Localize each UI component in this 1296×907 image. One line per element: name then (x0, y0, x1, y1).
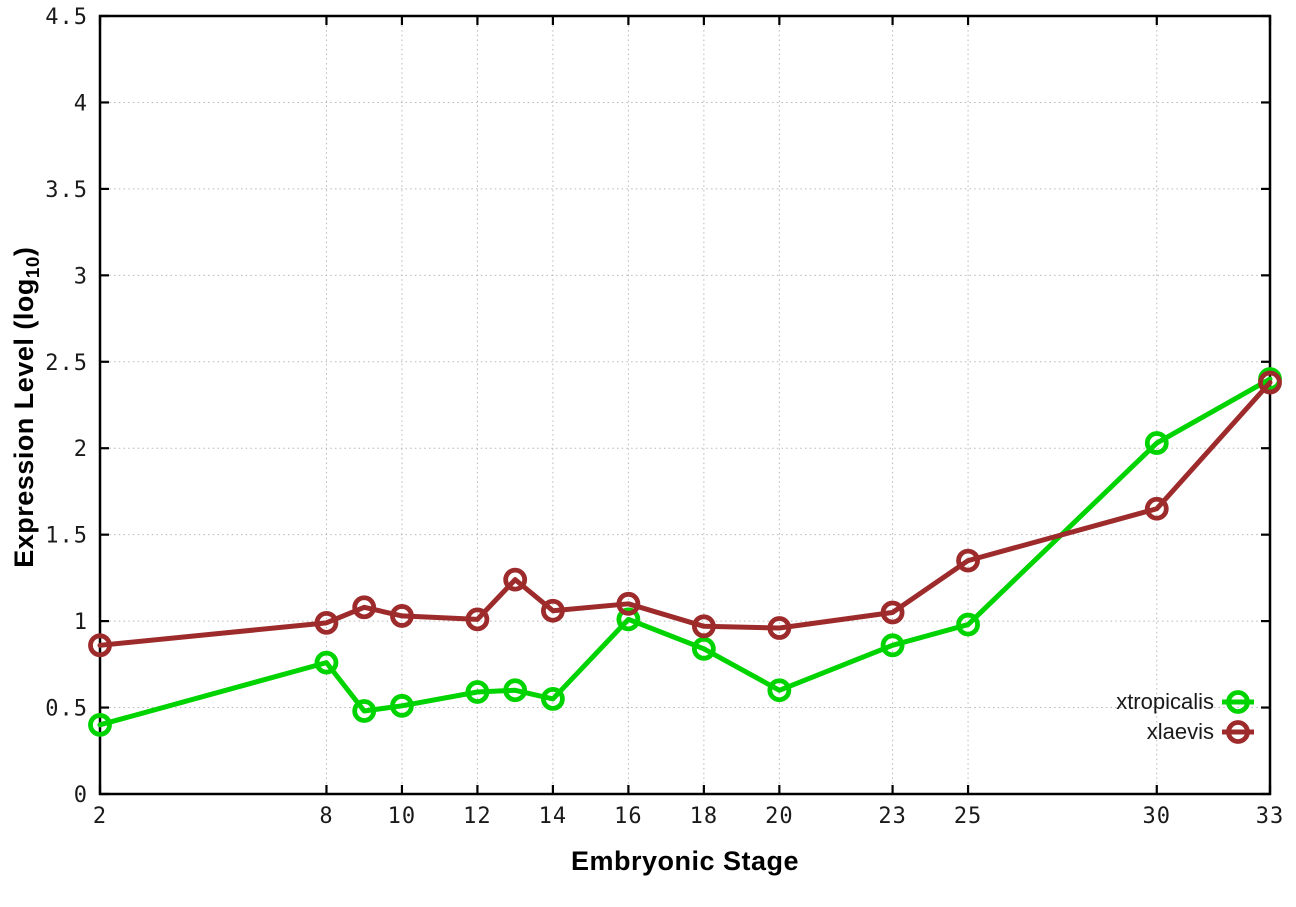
data-point-xlaevis (503, 567, 528, 592)
legend-marker (1226, 690, 1250, 714)
data-point-xtropicalis (767, 678, 792, 703)
y-tick-label: 1 (74, 610, 88, 635)
y-tick-label: 1.5 (45, 524, 88, 549)
legend-label: xtropicalis (1116, 689, 1214, 714)
legend-label: xlaevis (1147, 719, 1214, 744)
y-tick-label: 3.5 (45, 178, 88, 203)
data-point-xlaevis (314, 610, 339, 635)
x-tick-label: 33 (1256, 804, 1285, 829)
series-xlaevis (88, 370, 1282, 658)
data-point-xlaevis (1258, 370, 1282, 395)
plot-border (98, 14, 1272, 796)
data-point-xtropicalis (541, 687, 565, 711)
data-point-xtropicalis (616, 607, 641, 632)
y-axis-title-text: Expression Level (log (8, 278, 39, 568)
data-point-xlaevis (541, 598, 565, 623)
y-tick-label: 3 (74, 264, 88, 289)
legend-entry-xtropicalis: xtropicalis (1116, 689, 1254, 714)
data-point-xlaevis (352, 595, 377, 620)
y-axis-title-close: ) (8, 246, 39, 257)
data-point-xlaevis (956, 548, 980, 573)
data-point-xlaevis (390, 604, 414, 628)
y-tick-labels: 0 0.5 1 1.5 2 2.5 3 3.5 4 4.5 (45, 5, 88, 808)
data-point-xtropicalis (465, 680, 490, 704)
y-tick-label: 2.5 (45, 351, 88, 376)
y-tick-label: 4.5 (45, 5, 88, 30)
y-tick-label: 0 (74, 783, 88, 808)
x-tick-label: 23 (878, 804, 907, 829)
data-point-xtropicalis (88, 712, 112, 737)
x-tick-label: 14 (539, 804, 568, 829)
x-tick-label: 8 (319, 804, 333, 829)
series-line-xtropicalis (97, 376, 1273, 728)
x-tick-label: 10 (388, 804, 417, 829)
x-tick-label: 16 (614, 804, 643, 829)
legend-entry-xlaevis: xlaevis (1147, 719, 1254, 744)
data-point-xtropicalis (314, 650, 339, 675)
data-point-xlaevis (1144, 496, 1169, 521)
x-tick-label: 18 (690, 804, 719, 829)
data-point-xtropicalis (691, 636, 716, 661)
data-point-xtropicalis (880, 633, 905, 658)
data-point-xtropicalis (503, 678, 528, 703)
legend: xtropicalis xlaevis (1116, 689, 1254, 744)
data-point-xtropicalis (956, 612, 980, 637)
data-point-xlaevis (880, 600, 905, 625)
x-tick-labels: 2 8 10 12 14 16 18 20 23 25 30 33 (93, 804, 1285, 829)
x-tick-label: 2 (93, 804, 107, 829)
series-line-xlaevis (97, 380, 1273, 648)
data-point-xlaevis (691, 614, 716, 639)
legend-marker (1226, 720, 1250, 744)
y-axis-title: Expression Level (log10) (9, 7, 45, 807)
data-point-xlaevis (767, 616, 792, 640)
data-point-xlaevis (616, 591, 641, 616)
x-axis-title: Embryonic Stage (570, 846, 800, 876)
x-tick-label: 25 (954, 804, 983, 829)
data-point-xtropicalis (1144, 431, 1169, 455)
series-xtropicalis (88, 367, 1282, 737)
data-point-xlaevis (465, 607, 490, 632)
y-tick-label: 2 (74, 437, 88, 462)
y-tick-label: 0.5 (45, 697, 88, 722)
data-point-xtropicalis (352, 699, 377, 723)
x-tick-label: 30 (1143, 804, 1172, 829)
data-point-xlaevis (88, 633, 112, 658)
x-tick-label: 20 (765, 804, 794, 829)
tick-marks (98, 14, 1272, 796)
y-axis-title-subscript: 10 (23, 256, 45, 279)
data-point-xtropicalis (390, 693, 414, 718)
x-tick-label: 12 (463, 804, 492, 829)
y-tick-label: 4 (74, 91, 88, 116)
